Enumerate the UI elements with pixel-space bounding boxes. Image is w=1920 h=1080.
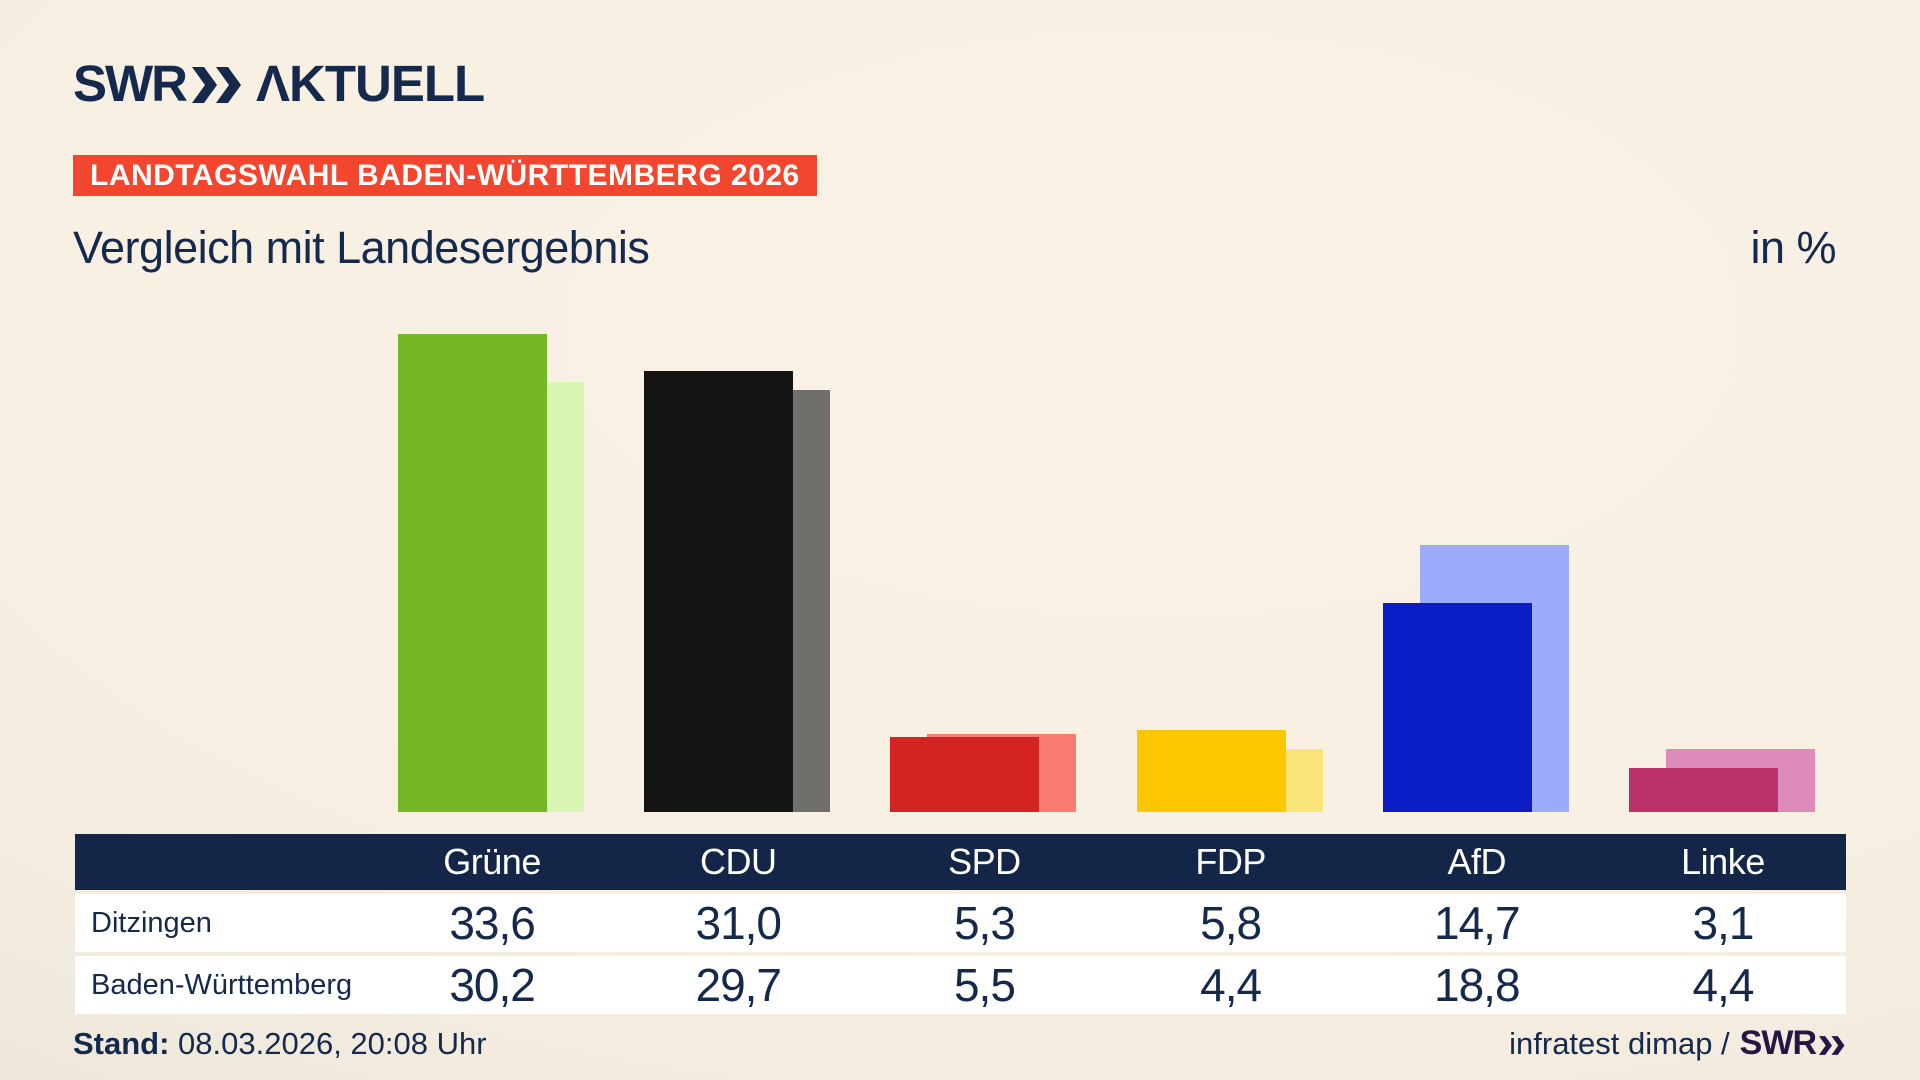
table-header-cell-CDU: CDU — [700, 841, 777, 882]
bar-Grüne-Ditzingen — [398, 334, 548, 812]
row-label: Ditzingen — [91, 906, 212, 939]
logo-brand-text: SWR — [73, 55, 188, 112]
bar-AfD-Ditzingen — [1382, 602, 1532, 812]
logo-product-text: ΛKTUELL — [255, 55, 485, 112]
swr-chevrons-icon — [191, 66, 241, 103]
table-header-cell-AfD: AfD — [1447, 841, 1507, 882]
table-header-row: Grüne CDU SPD FDP AfD Linke — [75, 834, 1846, 890]
table-header-cell-SPD: SPD — [948, 841, 1021, 882]
stand-value: 08.03.2026, 20:08 Uhr — [169, 1026, 487, 1061]
table-header-cell-Linke: Linke — [1681, 841, 1765, 882]
bar-chart — [75, 0, 1846, 812]
table-header-cell-FDP: FDP — [1195, 841, 1266, 882]
value-cell-Ditzingen-SPD: 5,3 — [953, 897, 1016, 949]
value-cell-Baden-Württemberg-FDP: 4,4 — [1200, 959, 1262, 1011]
swr-brand-text: SWR — [1739, 1024, 1817, 1062]
page-title: Vergleich mit Landesergebnis — [73, 222, 650, 273]
bar-Linke-Ditzingen — [1628, 767, 1778, 812]
value-cell-Ditzingen-Linke: 3,1 — [1692, 897, 1754, 949]
bar-FDP-Ditzingen — [1136, 729, 1286, 812]
value-cell-Baden-Württemberg-CDU: 29,7 — [695, 959, 782, 1011]
election-badge: LANDTAGSWAHL BADEN-WÜRTTEMBERG 2026 — [73, 155, 817, 196]
table-header-cell-Grüne: Grüne — [443, 841, 541, 882]
value-cell-Baden-Württemberg-AfD: 18,8 — [1434, 959, 1521, 1011]
value-cell-Baden-Württemberg-Linke: 4,4 — [1692, 959, 1754, 1011]
table-body: Ditzingen 33,6 31,0 5,3 5,8 14,7 3,1 Baden-Würt… — [75, 894, 1846, 1014]
value-cell-Ditzingen-Grüne: 33,6 — [449, 897, 536, 949]
value-cell-Baden-Württemberg-SPD: 5,5 — [953, 959, 1016, 1011]
swr-chevrons-small-icon — [1819, 1035, 1845, 1055]
results-table: Grüne CDU SPD FDP AfD Linke Ditzingen 33,6 31,0… — [75, 834, 1846, 1014]
value-cell-Baden-Württemberg-Grüne: 30,2 — [449, 959, 536, 1011]
unit-label: in % — [1750, 222, 1836, 273]
source-line: infratest dimap / SWR — [1509, 1024, 1845, 1063]
swr-brand-mark: SWR — [1740, 1024, 1845, 1063]
source-text: infratest dimap / — [1509, 1025, 1730, 1061]
swr-aktuell-logo: SWR ΛKTUELL — [73, 55, 485, 112]
table-row-Baden-Württemberg: Baden-Württemberg 30,2 29,7 5,5 4,4 18,8 4,4 — [75, 956, 1846, 1014]
value-cell-Ditzingen-CDU: 31,0 — [695, 897, 782, 949]
value-cell-Ditzingen-FDP: 5,8 — [1200, 897, 1262, 949]
bar-CDU-Ditzingen — [644, 371, 794, 812]
table-row-Ditzingen: Ditzingen 33,6 31,0 5,3 5,8 14,7 3,1 — [75, 894, 1846, 952]
bar-SPD-Ditzingen — [890, 736, 1040, 812]
stand-label: Stand: — [73, 1026, 170, 1061]
title-row: Vergleich mit Landesergebnis in % — [73, 222, 1836, 274]
value-cell-Ditzingen-AfD: 14,7 — [1434, 897, 1521, 949]
row-label: Baden-Württemberg — [91, 968, 353, 1001]
stand-line: Stand: 08.03.2026, 20:08 Uhr — [73, 1026, 487, 1062]
